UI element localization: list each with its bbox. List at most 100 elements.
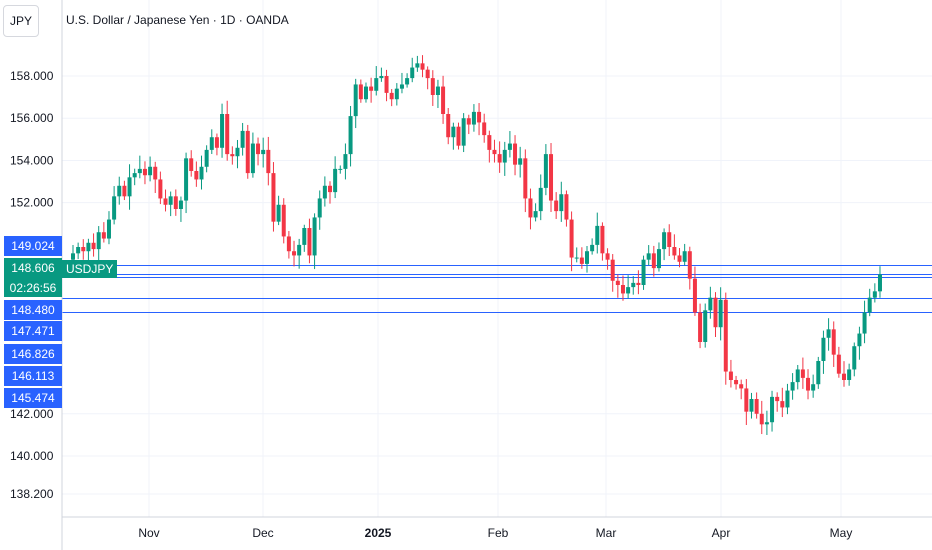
candle-body — [250, 143, 255, 174]
candle-body — [379, 76, 384, 79]
candle-body — [518, 158, 523, 165]
candle-body — [446, 114, 451, 138]
candle-body — [842, 373, 846, 380]
candle — [96, 226, 101, 261]
candle-body — [852, 346, 857, 370]
candle-body — [456, 126, 461, 146]
candle-body — [826, 329, 831, 338]
candle — [785, 383, 790, 415]
candle-body — [410, 67, 415, 79]
horizontal-levels[interactable] — [62, 265, 932, 313]
candle-body — [703, 310, 708, 342]
candle — [528, 188, 533, 230]
chart-grid — [62, 0, 932, 517]
candle-body — [780, 401, 785, 408]
candle — [775, 392, 780, 412]
bar-countdown-label: 02:26:56 — [4, 278, 62, 297]
candle — [163, 189, 168, 212]
candle-body — [554, 200, 559, 212]
candle — [831, 321, 836, 367]
candle-body — [394, 88, 399, 100]
candle-body — [487, 135, 492, 150]
candle — [158, 171, 163, 205]
candle-body — [497, 154, 502, 163]
candle — [117, 176, 122, 205]
x-tick-label: May — [830, 526, 853, 540]
price-label-level-6[interactable]: 145.474 — [4, 388, 62, 408]
candle-body — [261, 149, 266, 155]
symbol-selector-button[interactable]: JPY — [3, 5, 39, 37]
candle — [394, 83, 399, 106]
candle — [312, 213, 317, 270]
candle — [333, 156, 338, 199]
candle-body — [610, 259, 615, 281]
candle-body — [240, 130, 245, 148]
candle — [790, 373, 795, 400]
price-label-level-2[interactable]: 148.480 — [4, 300, 62, 320]
candle-body — [718, 299, 723, 328]
candle — [795, 364, 800, 390]
candle-body — [122, 185, 127, 197]
candle — [641, 255, 646, 290]
candle — [574, 247, 579, 263]
candle-body — [708, 297, 713, 311]
candle — [358, 79, 363, 103]
candle-body — [574, 257, 579, 259]
candle — [620, 275, 625, 301]
candle — [651, 245, 656, 277]
candle-body — [173, 196, 178, 209]
candle-body — [749, 399, 754, 412]
candle — [626, 275, 631, 299]
candle — [667, 224, 672, 257]
candle — [338, 165, 343, 174]
y-tick-label: 156.000 — [10, 111, 54, 125]
candle-body — [266, 149, 271, 174]
candle — [600, 222, 605, 261]
y-tick-label: 158.000 — [10, 69, 54, 83]
candle — [615, 274, 620, 298]
candle — [672, 234, 677, 260]
candle-body — [286, 236, 291, 252]
candle-body — [821, 337, 826, 361]
candle-body — [790, 382, 795, 391]
candle — [728, 359, 733, 388]
candle-body — [132, 173, 137, 178]
price-label-level-3[interactable]: 147.471 — [4, 321, 62, 341]
candle-body — [389, 92, 394, 100]
candle-body — [420, 63, 425, 70]
candle-body — [595, 225, 600, 245]
price-label-level-4[interactable]: 146.826 — [4, 344, 62, 364]
candle — [692, 266, 697, 316]
candle-body — [559, 194, 564, 212]
candle — [353, 78, 358, 129]
candle-body — [466, 118, 471, 125]
candle-body — [106, 219, 111, 239]
symbol-tag: USDJPY — [62, 260, 118, 278]
candle-body — [184, 158, 189, 201]
candle-body — [163, 198, 168, 205]
candle — [533, 203, 538, 222]
price-label-level-5[interactable]: 146.113 — [4, 366, 62, 386]
candle — [399, 72, 404, 94]
candle-body — [482, 122, 487, 136]
candle-body — [96, 232, 101, 250]
candle — [86, 238, 91, 264]
x-tick-label: Feb — [488, 526, 509, 540]
candle — [744, 379, 749, 426]
candle — [466, 114, 471, 135]
candle-body — [430, 78, 435, 95]
candle — [266, 136, 271, 186]
candle-body — [214, 137, 219, 148]
candle-body — [71, 253, 75, 260]
candle-body — [744, 388, 749, 412]
candle-body — [811, 384, 816, 391]
candle-body — [338, 168, 343, 170]
candle — [507, 131, 512, 158]
candle-body — [461, 118, 466, 146]
candle — [322, 176, 327, 207]
price-label-level-1[interactable]: 149.024 — [4, 236, 62, 256]
candle-body — [343, 154, 348, 169]
candle-body — [415, 63, 420, 68]
candle — [538, 174, 543, 221]
